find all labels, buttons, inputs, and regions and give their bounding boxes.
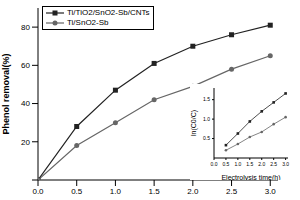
html-text:Ti/SnO2-Sb: Ti/SnO2-Sb [67,18,109,27]
svg-text:ln(C0/C): ln(C0/C) [190,110,198,136]
svg-text:1.0: 1.0 [234,161,241,167]
svg-text:0.0: 0.0 [211,161,218,167]
svg-text:2.0: 2.0 [187,187,199,196]
svg-text:0.5: 0.5 [203,135,210,141]
svg-text:0.5: 0.5 [71,187,83,196]
svg-text:1.0: 1.0 [110,187,122,196]
svg-text:60: 60 [21,61,30,70]
svg-text:2.0: 2.0 [258,161,265,167]
svg-text:20: 20 [21,138,30,147]
svg-text:1.5: 1.5 [246,161,253,167]
svg-text:2.5: 2.5 [270,161,277,167]
svg-text:2.5: 2.5 [226,187,238,196]
svg-text:40: 40 [21,99,30,108]
svg-text:1.5: 1.5 [149,187,161,196]
html-text:Ti/TiO2/SnO2-Sb/CNTs: Ti/TiO2/SnO2-Sb/CNTs [67,8,150,17]
svg-text:0.5: 0.5 [222,161,229,167]
svg-text:Phenol removal(%): Phenol removal(%) [8,53,11,134]
svg-text:3.0: 3.0 [282,161,289,167]
svg-text:1.5: 1.5 [203,96,210,102]
svg-text:Electrolysis time(h): Electrolysis time(h) [221,174,280,180]
svg-text:80: 80 [21,23,30,32]
svg-text:1.0: 1.0 [203,116,210,122]
svg-text:0.0: 0.0 [32,187,44,196]
svg-text:3.0: 3.0 [265,187,277,196]
